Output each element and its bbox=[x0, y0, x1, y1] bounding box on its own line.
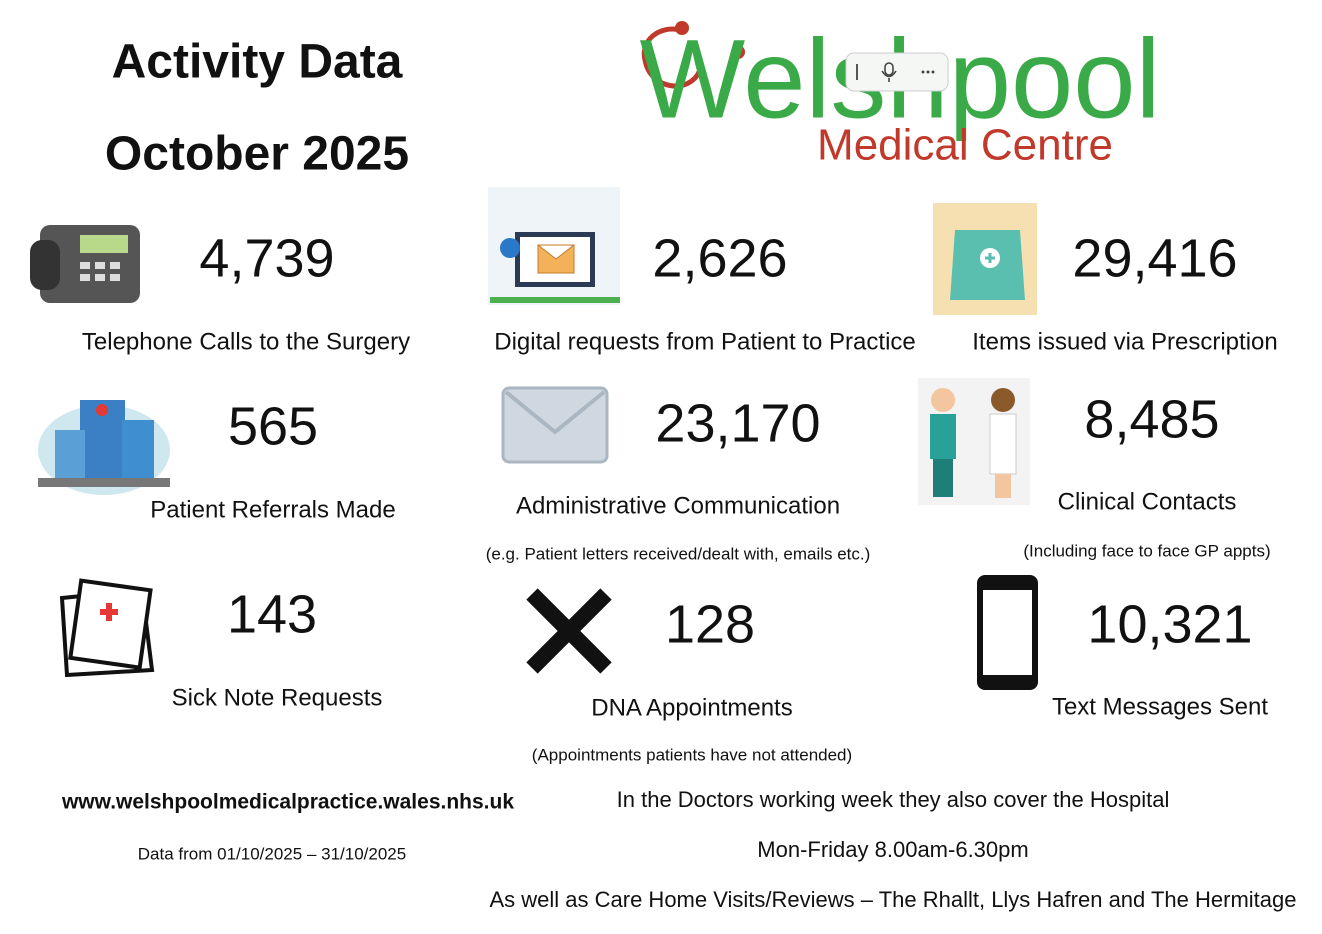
logo: Welshpool Medical Centre bbox=[640, 17, 1161, 170]
stat-value: 10,321 bbox=[1087, 594, 1252, 654]
stat-value: 23,170 bbox=[655, 393, 820, 453]
stat-label: Administrative Communication bbox=[516, 492, 840, 519]
dna-icon bbox=[526, 588, 612, 674]
phone-icon bbox=[30, 225, 140, 303]
mic-button[interactable] bbox=[881, 62, 897, 82]
footer-line: As well as Care Home Visits/Reviews – Th… bbox=[489, 887, 1296, 912]
stat-label: Text Messages Sent bbox=[1052, 693, 1268, 720]
stat-label: DNA Appointments bbox=[591, 694, 792, 721]
sick-note-icon bbox=[59, 578, 155, 678]
title: Activity Data bbox=[112, 36, 403, 89]
stat-value: 2,626 bbox=[652, 228, 787, 288]
digital-icon bbox=[488, 187, 620, 305]
data-range: Data from 01/10/2025 – 31/10/2025 bbox=[138, 844, 406, 863]
more-button[interactable] bbox=[921, 70, 935, 74]
stat-value: 8,485 bbox=[1084, 389, 1219, 449]
stat-label: Items issued via Prescription bbox=[972, 328, 1277, 355]
logo-subtitle: Medical Centre bbox=[817, 121, 1113, 170]
stat-label: Sick Note Requests bbox=[172, 684, 383, 711]
period: October 2025 bbox=[105, 128, 409, 181]
text-cursor-button[interactable] bbox=[856, 64, 858, 80]
prescription-icon bbox=[933, 203, 1037, 315]
stat-value: 128 bbox=[665, 594, 755, 654]
clinicians-icon bbox=[918, 378, 1030, 505]
stat-value: 143 bbox=[227, 584, 317, 644]
stat-note: (Appointments patients have not attended… bbox=[532, 745, 852, 764]
stat-note: (e.g. Patient letters received/dealt wit… bbox=[486, 544, 871, 563]
stat-label: Clinical Contacts bbox=[1058, 488, 1237, 515]
stat-value: 29,416 bbox=[1072, 228, 1237, 288]
stat-label: Telephone Calls to the Surgery bbox=[82, 328, 410, 355]
footer-line: In the Doctors working week they also co… bbox=[617, 787, 1170, 812]
website[interactable]: www.welshpoolmedicalpractice.wales.nhs.u… bbox=[61, 791, 514, 814]
stat-label: Digital requests from Patient to Practic… bbox=[494, 328, 916, 355]
hospital-icon bbox=[38, 400, 170, 495]
footer-line: Mon-Friday 8.00am-6.30pm bbox=[757, 837, 1028, 862]
floating-toolbar bbox=[845, 52, 949, 92]
stat-value: 4,739 bbox=[199, 228, 334, 288]
envelope-icon bbox=[501, 386, 609, 464]
stat-label: Patient Referrals Made bbox=[150, 496, 395, 523]
mobile-icon bbox=[977, 575, 1038, 690]
stats: 4,739 Telephone Calls to the Surgery 2,626… bbox=[82, 228, 1278, 764]
stat-value: 565 bbox=[228, 396, 318, 456]
stat-note: (Including face to face GP appts) bbox=[1023, 541, 1270, 560]
